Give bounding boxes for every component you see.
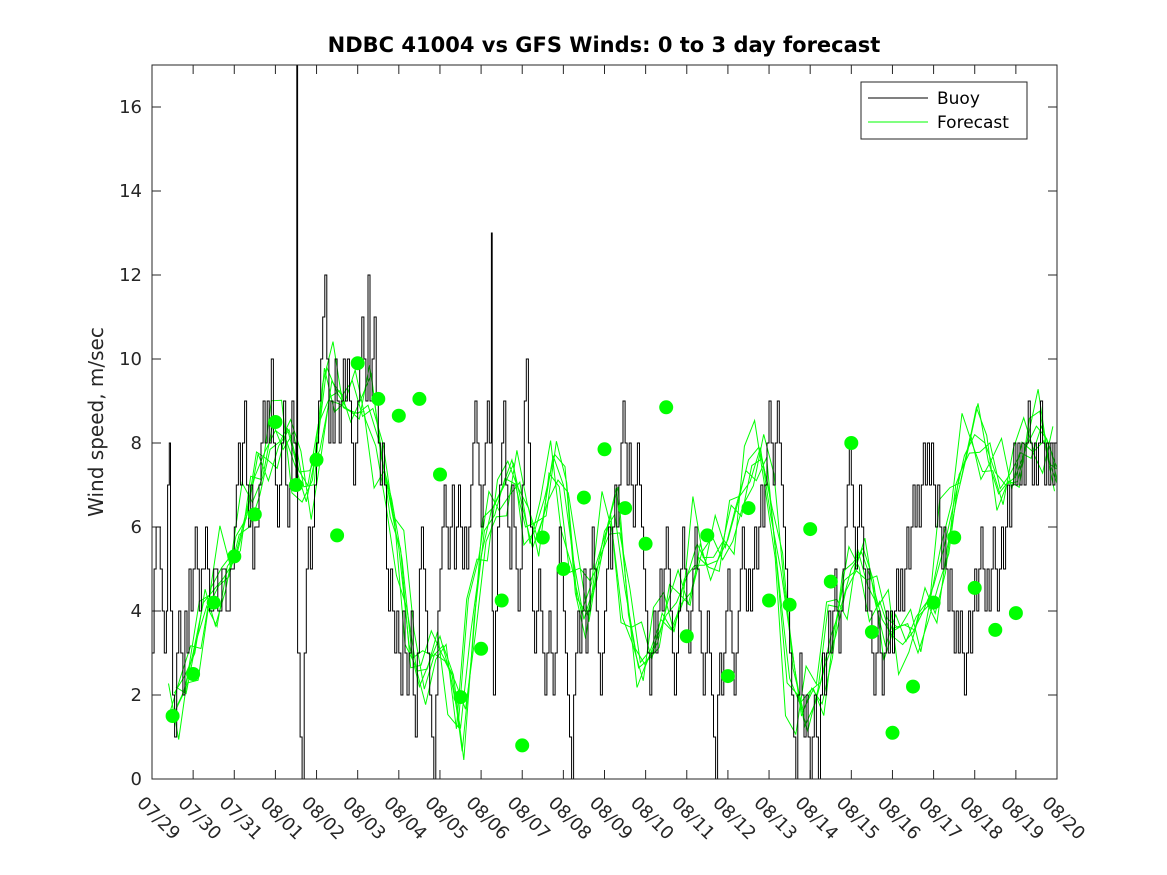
forecast-marker — [885, 725, 900, 740]
forecast-marker — [247, 507, 262, 522]
axes-background — [152, 65, 1057, 779]
forecast-marker — [309, 452, 324, 467]
forecast-marker — [515, 738, 530, 753]
forecast-marker — [844, 436, 859, 450]
forecast-marker — [391, 408, 406, 423]
forecast-marker — [700, 528, 715, 543]
plot-area: 024681012141607/2907/3007/3108/0108/0208… — [119, 64, 1089, 844]
legend-buoy-label: Buoy — [937, 89, 980, 109]
y-tick-label: 14 — [119, 181, 142, 202]
forecast-marker — [823, 574, 838, 589]
forecast-marker — [412, 391, 427, 406]
y-tick-label: 8 — [131, 433, 142, 454]
forecast-marker — [556, 562, 571, 576]
forecast-marker — [494, 593, 509, 608]
forecast-marker — [474, 641, 489, 656]
forecast-marker — [186, 667, 201, 681]
y-tick-label: 12 — [119, 265, 142, 286]
forecast-marker — [453, 690, 468, 705]
forecast-marker — [350, 356, 365, 371]
forecast-marker — [988, 622, 1003, 637]
forecast-marker — [227, 549, 242, 564]
forecast-marker — [371, 391, 386, 406]
y-tick-label: 6 — [131, 517, 142, 538]
forecast-marker — [947, 530, 962, 545]
y-axis-label: Wind speed, m/sec — [84, 327, 108, 517]
forecast-marker — [659, 400, 674, 415]
forecast-run-line — [177, 379, 1058, 728]
forecast-marker — [720, 669, 735, 684]
forecast-marker — [926, 595, 941, 610]
forecast-marker — [906, 679, 920, 694]
forecast-marker — [576, 490, 591, 505]
forecast-marker — [618, 501, 633, 516]
forecast-marker — [535, 530, 550, 545]
legend: Buoy Forecast — [860, 81, 1028, 140]
forecast-marker — [268, 415, 283, 429]
chart-title: NDBC 41004 vs GFS Winds: 0 to 3 day fore… — [328, 33, 881, 57]
forecast-marker — [330, 528, 345, 543]
y-tick-label: 0 — [131, 769, 142, 790]
forecast-marker — [741, 501, 756, 516]
y-tick-label: 4 — [131, 601, 142, 622]
legend-box — [860, 81, 1028, 140]
forecast-marker — [165, 709, 180, 723]
forecast-marker — [679, 629, 694, 644]
forecast-marker — [782, 597, 797, 612]
y-tick-label: 16 — [119, 97, 142, 118]
forecast-marker — [638, 536, 653, 551]
forecast-marker — [803, 522, 818, 537]
forecast-marker — [967, 580, 982, 595]
forecast-marker — [289, 478, 303, 492]
series-layer — [152, 64, 1058, 780]
forecast-run-line — [175, 372, 1058, 761]
forecast-marker — [206, 595, 221, 610]
forecast-marker — [864, 625, 879, 639]
forecast-marker — [597, 442, 612, 457]
legend-forecast-label: Forecast — [937, 113, 1009, 133]
forecast-marker — [762, 593, 776, 608]
forecast-marker — [1008, 606, 1023, 621]
buoy-series-line — [152, 64, 1057, 780]
forecast-marker — [433, 467, 447, 482]
y-tick-label: 2 — [131, 685, 142, 706]
y-tick-label: 10 — [119, 349, 142, 370]
forecast-run-line — [168, 341, 1054, 740]
axes-box — [151, 64, 1058, 780]
